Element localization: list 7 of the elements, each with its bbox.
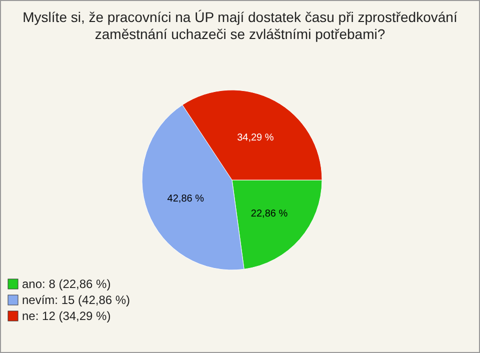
data-label: 34,29 % (237, 132, 274, 144)
legend-label: ne: 12 (34,29 %) (22, 309, 111, 323)
data-label: 22,86 % (250, 208, 288, 220)
legend-label: ano: 8 (22,86 %) (22, 277, 111, 291)
legend-label: nevím: 15 (42,86 %) (22, 293, 130, 307)
chart-title: Myslíte si, že pracovníci na ÚP mají dostatek času při zprostředkování zaměstnání uchazeči se zvláštními potřebami? (22, 9, 458, 42)
data-label: 42,86 % (167, 193, 204, 204)
